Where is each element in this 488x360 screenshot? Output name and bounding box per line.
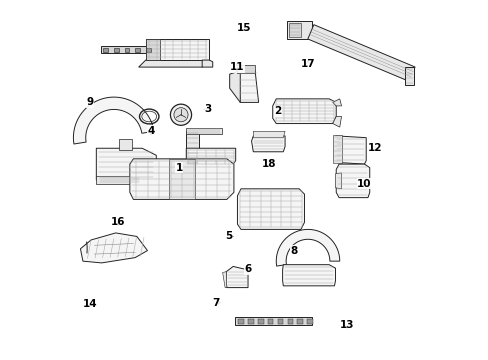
Text: 17: 17 bbox=[300, 59, 315, 68]
Polygon shape bbox=[307, 25, 414, 81]
Polygon shape bbox=[404, 67, 413, 85]
Text: 10: 10 bbox=[356, 179, 371, 189]
Polygon shape bbox=[225, 266, 247, 288]
Bar bbox=[145, 48, 150, 52]
Bar bbox=[287, 319, 293, 324]
Polygon shape bbox=[288, 23, 300, 37]
Polygon shape bbox=[222, 272, 226, 288]
Polygon shape bbox=[96, 176, 142, 184]
Bar bbox=[257, 319, 263, 324]
Text: 16: 16 bbox=[111, 217, 125, 227]
Text: 8: 8 bbox=[290, 246, 297, 256]
Text: 11: 11 bbox=[230, 62, 244, 72]
Polygon shape bbox=[234, 317, 311, 325]
Text: 1: 1 bbox=[175, 163, 183, 173]
Polygon shape bbox=[186, 148, 235, 166]
Text: 6: 6 bbox=[244, 264, 251, 274]
Bar bbox=[103, 48, 108, 52]
Polygon shape bbox=[119, 139, 131, 150]
Text: 18: 18 bbox=[262, 159, 276, 169]
Text: 2: 2 bbox=[274, 106, 281, 116]
Polygon shape bbox=[186, 128, 221, 134]
Text: 7: 7 bbox=[212, 298, 220, 308]
Polygon shape bbox=[335, 173, 341, 189]
Polygon shape bbox=[73, 97, 154, 144]
Bar bbox=[306, 319, 312, 324]
Text: 12: 12 bbox=[367, 143, 382, 153]
Polygon shape bbox=[96, 148, 156, 180]
Polygon shape bbox=[251, 136, 285, 152]
Polygon shape bbox=[229, 71, 240, 102]
Polygon shape bbox=[81, 233, 147, 263]
Polygon shape bbox=[130, 159, 233, 199]
Bar bbox=[277, 319, 283, 324]
Bar bbox=[124, 48, 129, 52]
Bar bbox=[297, 319, 303, 324]
Polygon shape bbox=[253, 131, 285, 138]
Bar bbox=[238, 319, 244, 324]
Polygon shape bbox=[333, 135, 341, 163]
Text: 14: 14 bbox=[83, 299, 98, 309]
Bar bbox=[247, 319, 253, 324]
Text: 4: 4 bbox=[147, 126, 154, 136]
Text: 3: 3 bbox=[203, 104, 211, 114]
Polygon shape bbox=[168, 159, 195, 199]
Polygon shape bbox=[332, 99, 341, 106]
Polygon shape bbox=[276, 229, 339, 266]
Bar bbox=[135, 48, 140, 52]
Bar bbox=[114, 48, 119, 52]
Circle shape bbox=[174, 108, 188, 122]
Polygon shape bbox=[186, 131, 198, 166]
Polygon shape bbox=[336, 164, 369, 198]
Text: 9: 9 bbox=[86, 98, 93, 107]
Polygon shape bbox=[286, 21, 311, 39]
Bar bbox=[267, 319, 273, 324]
Polygon shape bbox=[334, 136, 366, 164]
Polygon shape bbox=[272, 99, 336, 123]
Polygon shape bbox=[236, 71, 258, 102]
Polygon shape bbox=[332, 117, 341, 127]
Polygon shape bbox=[282, 265, 335, 286]
Text: 13: 13 bbox=[339, 320, 353, 330]
Text: 5: 5 bbox=[224, 231, 232, 242]
Circle shape bbox=[170, 104, 191, 125]
Polygon shape bbox=[237, 189, 304, 229]
Polygon shape bbox=[145, 39, 160, 60]
Polygon shape bbox=[139, 60, 209, 67]
Polygon shape bbox=[101, 46, 150, 53]
Text: 15: 15 bbox=[237, 23, 251, 33]
Polygon shape bbox=[237, 66, 255, 73]
Polygon shape bbox=[202, 60, 212, 67]
Polygon shape bbox=[145, 39, 209, 60]
